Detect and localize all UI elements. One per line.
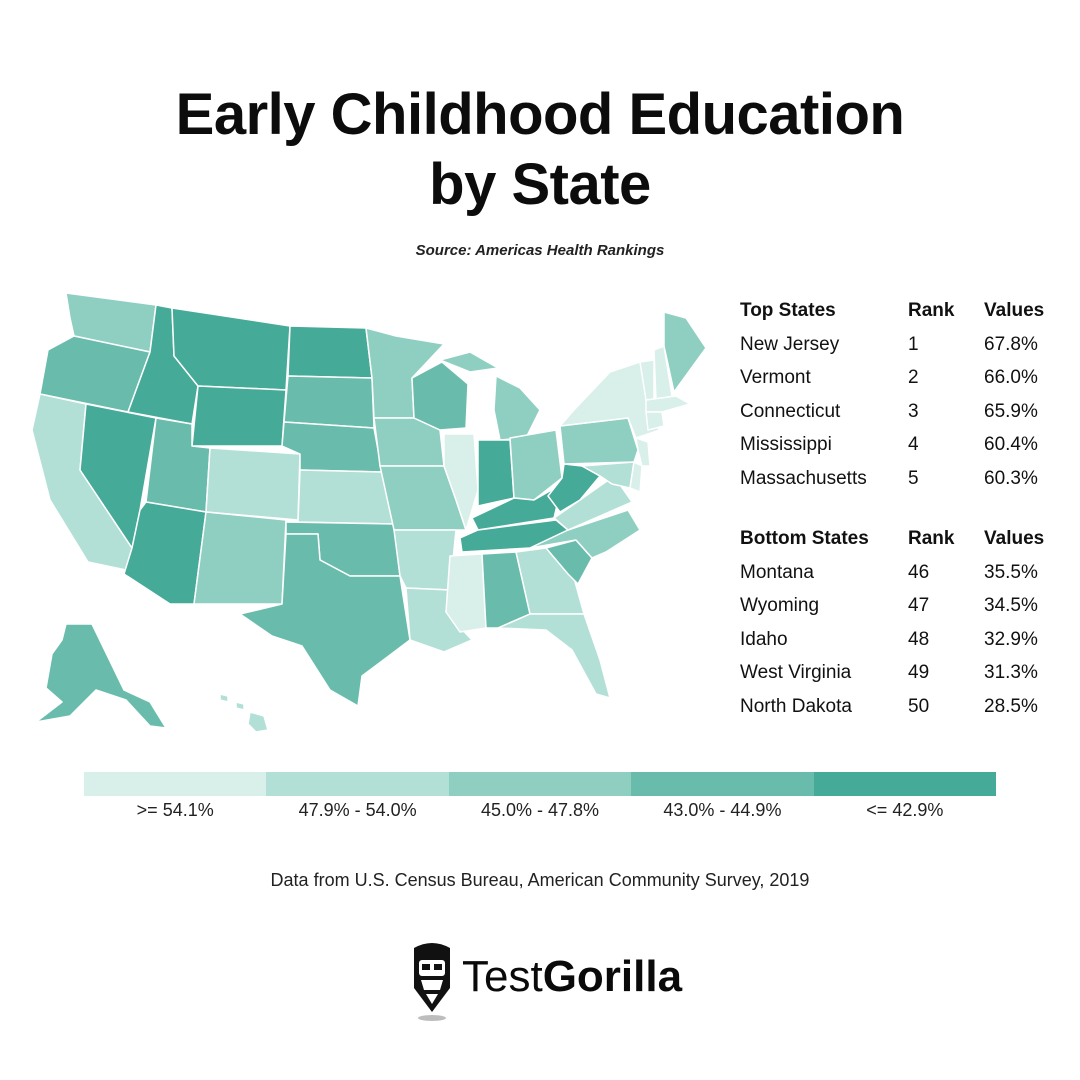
bottom-header-value: Values: [984, 528, 1045, 549]
state-texas[interactable]: [239, 533, 411, 707]
top-header-state: Top States: [740, 300, 836, 321]
state-south-dakota[interactable]: [283, 375, 375, 429]
data-source-footnote: Data from U.S. Census Bureau, American C…: [270, 870, 810, 890]
legend-label: 47.9% - 54.0%: [298, 800, 417, 820]
legend-labels: >= 54.1% 47.9% - 54.0% 45.0% - 47.8% 43.…: [84, 800, 996, 821]
state-north-dakota[interactable]: [287, 325, 373, 379]
table-row: West Virginia 49 31.3%: [740, 662, 1060, 696]
state-illinois[interactable]: [443, 433, 479, 531]
row-state: Wyoming: [740, 595, 820, 616]
title-line-1: Early Childhood Education: [175, 82, 905, 147]
title-line-2: by State: [429, 152, 651, 217]
row-rank: 3: [908, 400, 919, 422]
table-row: Montana 46 35.5%: [740, 562, 1060, 596]
row-state: New Jersey: [740, 333, 840, 355]
state-new-mexico[interactable]: [193, 511, 287, 605]
row-rank: 2: [908, 367, 919, 388]
row-value: 32.9%: [984, 628, 1038, 650]
row-state: North Dakota: [740, 695, 852, 717]
bottom-header-state: Bottom States: [740, 528, 869, 549]
state-iowa[interactable]: [373, 417, 445, 467]
row-rank: 1: [908, 333, 919, 355]
legend-swatch: [266, 772, 449, 796]
testgorilla-logo: TestGorilla: [408, 938, 688, 1024]
state-alaska[interactable]: [35, 623, 167, 729]
legend-label: 43.0% - 44.9%: [663, 800, 782, 820]
source-caption: Source: Americas Health Rankings: [415, 242, 665, 259]
state-wisconsin[interactable]: [411, 361, 469, 431]
row-state: Montana: [740, 561, 814, 583]
table-row: Massachusetts 5 60.3%: [740, 468, 1060, 502]
gorilla-logo-icon: [414, 943, 450, 1021]
state-kansas[interactable]: [297, 469, 395, 525]
row-state: Connecticut: [740, 400, 841, 422]
row-value: 35.5%: [984, 561, 1038, 583]
state-delaware[interactable]: [629, 461, 643, 493]
state-georgia[interactable]: [515, 547, 585, 615]
row-value: 31.3%: [984, 662, 1038, 683]
row-state: Massachusetts: [740, 467, 867, 489]
table-row: Mississippi 4 60.4%: [740, 434, 1060, 468]
state-hawaii[interactable]: [219, 693, 269, 733]
row-state: Idaho: [740, 628, 788, 650]
legend-label: >= 54.1%: [136, 800, 214, 820]
brand-light: Test: [462, 952, 543, 1001]
legend-swatch: [813, 772, 997, 796]
brand-bold: Gorilla: [542, 952, 683, 1001]
legend-color-scale: [84, 772, 997, 796]
table-row: North Dakota 50 28.5%: [740, 696, 1060, 730]
row-rank: 46: [908, 561, 930, 583]
row-state: Mississippi: [740, 434, 832, 455]
table-row: New Jersey 1 67.8%: [740, 334, 1060, 368]
row-value: 34.5%: [984, 595, 1038, 616]
state-maryland[interactable]: [581, 461, 635, 489]
row-rank: 48: [908, 628, 930, 650]
state-massachusetts[interactable]: [645, 395, 691, 413]
state-new-york[interactable]: [559, 361, 661, 439]
top-table-header: Top States Rank Values: [740, 300, 1060, 334]
row-rank: 50: [908, 695, 930, 717]
legend-swatch: [84, 772, 267, 796]
state-florida[interactable]: [497, 613, 611, 699]
row-rank: 4: [908, 434, 919, 455]
state-north-carolina[interactable]: [529, 509, 641, 559]
legend-swatch: [631, 772, 814, 796]
legend-label: 45.0% - 47.8%: [480, 800, 600, 820]
bottom-header-rank: Rank: [908, 528, 955, 549]
top-states-table: Top States Rank Values New Jersey 1 67.8…: [740, 300, 1060, 501]
row-state: Vermont: [740, 367, 811, 388]
row-value: 66.0%: [984, 367, 1038, 388]
table-row: Connecticut 3 65.9%: [740, 401, 1060, 435]
top-header-value: Values: [984, 300, 1045, 321]
brand-wordmark: TestGorilla: [462, 952, 682, 1002]
legend-label: <= 42.9%: [866, 800, 944, 820]
state-new-jersey[interactable]: [635, 437, 651, 467]
table-row: Vermont 2 66.0%: [740, 367, 1060, 401]
state-connecticut[interactable]: [645, 411, 665, 431]
row-value: 65.9%: [984, 400, 1038, 422]
table-row: Wyoming 47 34.5%: [740, 595, 1060, 629]
row-value: 60.4%: [984, 434, 1038, 455]
state-arkansas[interactable]: [393, 529, 457, 591]
row-state: West Virginia: [740, 662, 852, 683]
state-ohio[interactable]: [509, 429, 563, 501]
state-wyoming[interactable]: [191, 385, 287, 447]
row-rank: 49: [908, 662, 930, 683]
state-indiana[interactable]: [477, 439, 515, 507]
state-mississippi[interactable]: [445, 553, 487, 633]
row-rank: 47: [908, 595, 930, 616]
top-header-rank: Rank: [908, 300, 955, 321]
bottom-table-header: Bottom States Rank Values: [740, 528, 1060, 562]
bottom-states-table: Bottom States Rank Values Montana 46 35.…: [740, 528, 1060, 729]
row-value: 67.8%: [984, 333, 1038, 355]
state-colorado[interactable]: [205, 447, 301, 521]
row-rank: 5: [908, 467, 919, 489]
legend-swatch: [448, 772, 632, 796]
us-choropleth-map: [31, 292, 707, 733]
row-value: 28.5%: [984, 695, 1038, 717]
state-maine[interactable]: [663, 311, 707, 393]
table-row: Idaho 48 32.9%: [740, 629, 1060, 663]
page-title: Early Childhood Education by State: [0, 80, 1080, 220]
row-value: 60.3%: [984, 467, 1038, 489]
